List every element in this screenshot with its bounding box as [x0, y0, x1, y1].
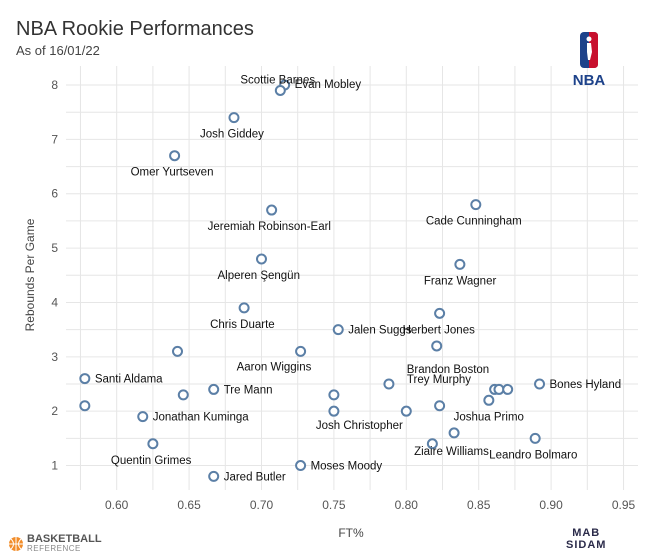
bbref-line1: BASKETBALL [27, 533, 102, 545]
data-point [172, 345, 184, 357]
data-point [434, 307, 446, 319]
data-point [79, 373, 91, 385]
x-tick-label: 0.90 [539, 498, 563, 512]
data-point [208, 470, 220, 482]
data-point-label: Joshua Primo [454, 412, 524, 424]
y-tick-label: 6 [51, 187, 58, 201]
data-point-label: Franz Wagner [424, 275, 497, 287]
data-point [238, 302, 250, 314]
data-point [483, 394, 495, 406]
point-layer [79, 79, 546, 482]
y-tick-label: 3 [51, 350, 58, 364]
data-point [79, 400, 91, 412]
data-point-label: Trey Murphy [407, 374, 471, 386]
data-point [493, 383, 505, 395]
y-tick-label: 8 [51, 78, 58, 92]
data-point [147, 438, 159, 450]
data-point [295, 460, 307, 472]
basketball-icon [9, 537, 23, 551]
data-point-label: Santi Aldama [95, 374, 163, 386]
data-point [137, 411, 149, 423]
data-point-label: Jonathan Kuminga [153, 412, 250, 424]
grid-layer [66, 66, 638, 490]
data-point-label: Ziaire Williams [414, 446, 489, 458]
data-point-label: Jared Butler [224, 471, 286, 483]
x-axis-label: FT% [338, 526, 364, 540]
y-tick-label: 7 [51, 132, 58, 146]
data-point-label: Aaron Wiggins [237, 361, 312, 373]
credit-line1: MAB [572, 527, 601, 539]
y-tick-label: 5 [51, 241, 58, 255]
data-point [274, 84, 286, 96]
data-point-label: Cade Cunningham [426, 216, 522, 228]
data-point-label: Josh Giddey [200, 129, 264, 141]
x-tick-label: 0.85 [467, 498, 491, 512]
data-point-label: Bones Hyland [550, 379, 622, 391]
data-point [448, 427, 460, 439]
data-point [529, 432, 541, 444]
data-point [169, 150, 181, 162]
x-tick-label: 0.70 [250, 498, 274, 512]
data-point [502, 383, 514, 395]
data-point [470, 199, 482, 211]
nba-logo: NBA [572, 30, 606, 90]
data-point-label: Jalen Suggs [348, 325, 412, 337]
x-tick-label: 0.80 [395, 498, 419, 512]
bbref-line2: REFERENCE [27, 544, 81, 553]
data-point [328, 405, 340, 417]
chart-title: NBA Rookie Performances [16, 18, 254, 40]
basketball-reference-logo: BASKETBALL REFERENCE [8, 534, 102, 554]
x-tick-label: 0.65 [177, 498, 201, 512]
data-point [400, 405, 412, 417]
data-point [534, 378, 546, 390]
data-point [426, 438, 438, 450]
data-point-label: Josh Christopher [316, 420, 403, 432]
data-point [295, 345, 307, 357]
data-point-label: Brandon Boston [407, 364, 489, 376]
data-point [228, 112, 240, 124]
y-tick-label: 1 [51, 459, 58, 473]
data-point-label: Evan Mobley [295, 79, 362, 91]
data-point-label: Herbert Jones [403, 324, 475, 336]
credit-logo: MAB SIDAM [566, 527, 606, 551]
data-point [255, 253, 267, 265]
data-point-label: Tre Mann [224, 384, 273, 396]
data-point [328, 389, 340, 401]
data-point [434, 400, 446, 412]
data-point-label: Alperen Şengün [217, 270, 299, 282]
nba-logo-text: NBA [573, 72, 606, 89]
data-point [177, 389, 189, 401]
data-point-label: Leandro Bolmaro [489, 449, 577, 461]
nba-logo-icon: NBA [573, 32, 606, 89]
data-point-label: Quentin Grimes [111, 455, 192, 467]
y-axis-label: Rebounds Per Game [23, 218, 37, 331]
tick-layer: 0.60 0.65 0.70 0.75 0.80 0.85 0.90 0.95 1 2 3 4 5 6 7 8 [51, 78, 635, 512]
credit-line2: SIDAM [566, 539, 607, 551]
data-point [208, 383, 220, 395]
data-point-label: Scottie Barnes [240, 74, 315, 86]
x-tick-label: 0.95 [612, 498, 636, 512]
data-point-label: Omer Yurtseven [131, 167, 214, 179]
x-tick-label: 0.75 [322, 498, 346, 512]
data-point-label: Jeremiah Robinson-Earl [208, 221, 331, 233]
data-point [454, 258, 466, 270]
y-tick-label: 2 [51, 404, 58, 418]
x-tick-label: 0.60 [105, 498, 129, 512]
chart-subtitle: As of 16/01/22 [16, 43, 100, 58]
data-point-label: Moses Moody [311, 461, 383, 473]
y-tick-label: 4 [51, 295, 58, 309]
data-point [431, 340, 443, 352]
data-point [332, 324, 344, 336]
data-point-label: Chris Duarte [210, 319, 275, 331]
data-point [383, 378, 395, 390]
data-point [266, 204, 278, 216]
